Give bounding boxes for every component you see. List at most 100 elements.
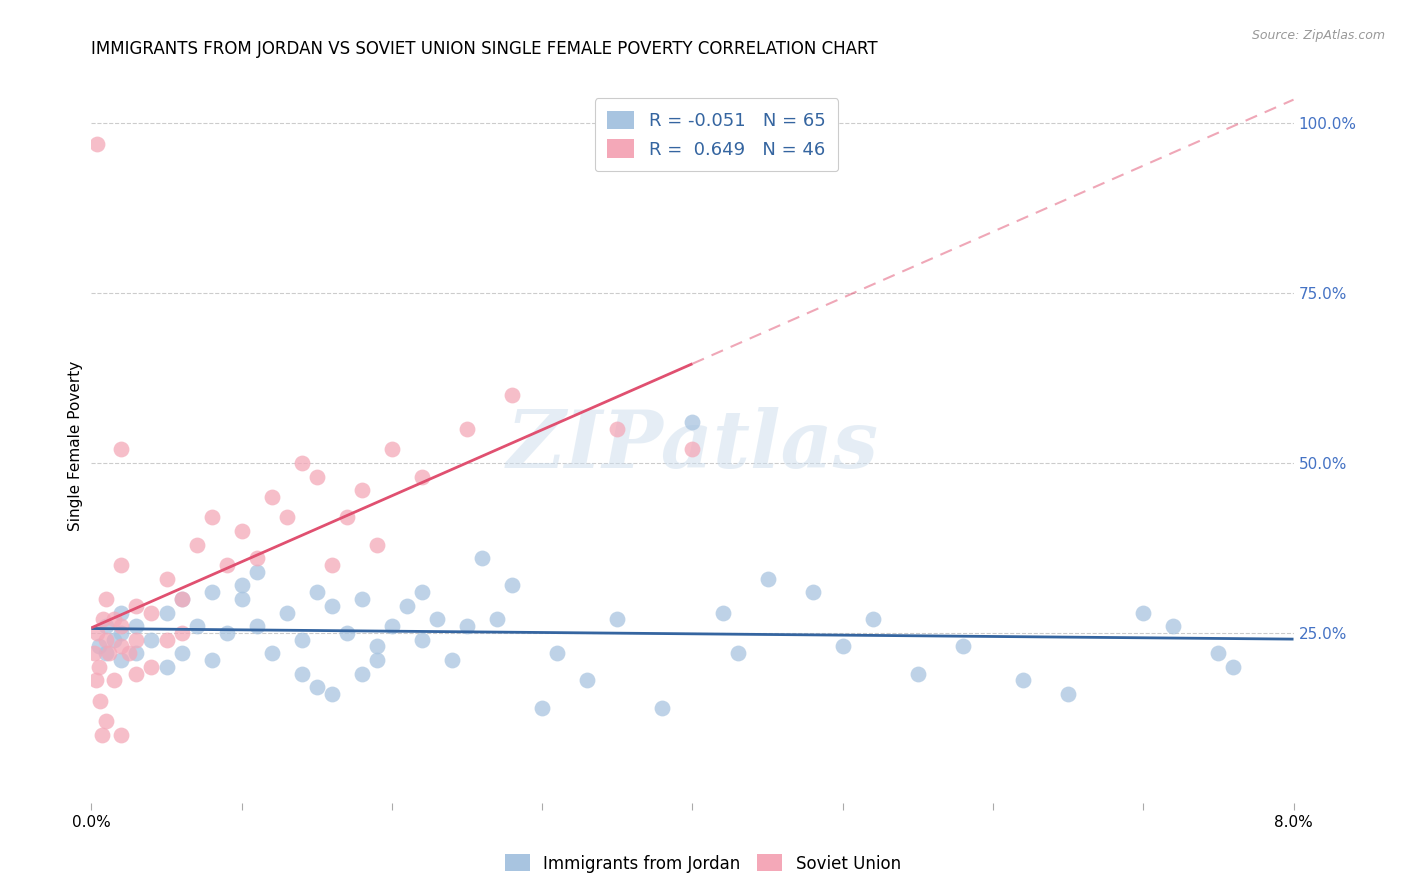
Point [96, 619, 118, 633]
Point [141, 606, 163, 620]
Point [426, 612, 449, 626]
Point [831, 640, 853, 654]
Point [155, 606, 177, 620]
Point [1222, 660, 1244, 674]
Point [103, 632, 125, 647]
Point [118, 646, 141, 660]
Point [501, 388, 523, 402]
Point [155, 632, 177, 647]
Point [110, 653, 132, 667]
Point [201, 653, 224, 667]
Text: IMMIGRANTS FROM JORDAN VS SOVIET UNION SINGLE FEMALE POVERTY CORRELATION CHART: IMMIGRANTS FROM JORDAN VS SOVIET UNION S… [91, 40, 877, 58]
Point [546, 646, 568, 660]
Point [350, 483, 373, 498]
Point [531, 700, 554, 714]
Point [411, 469, 433, 483]
Point [103, 612, 125, 626]
Point [86, 136, 108, 151]
Point [110, 728, 132, 742]
Point [486, 612, 509, 626]
Point [89, 694, 111, 708]
Point [215, 558, 238, 572]
Point [1208, 646, 1230, 660]
Text: Source: ZipAtlas.com: Source: ZipAtlas.com [1251, 29, 1385, 42]
Point [305, 469, 328, 483]
Point [681, 442, 703, 457]
Point [96, 591, 118, 606]
Point [381, 619, 404, 633]
Point [170, 591, 193, 606]
Point [110, 640, 132, 654]
Point [96, 714, 118, 729]
Point [86, 626, 108, 640]
Point [125, 646, 148, 660]
Point [711, 606, 734, 620]
Point [260, 490, 283, 504]
Point [321, 687, 343, 701]
Point [366, 640, 388, 654]
Text: ZIPatlas: ZIPatlas [506, 408, 879, 484]
Point [952, 640, 974, 654]
Point [141, 660, 163, 674]
Point [125, 599, 148, 613]
Point [231, 524, 253, 538]
Point [103, 673, 125, 688]
Point [87, 660, 110, 674]
Point [170, 626, 193, 640]
Point [246, 551, 269, 566]
Point [246, 565, 269, 579]
Point [336, 510, 359, 524]
Point [1132, 606, 1154, 620]
Point [110, 442, 132, 457]
Point [170, 646, 193, 660]
Point [96, 646, 118, 660]
Point [215, 626, 238, 640]
Point [471, 551, 494, 566]
Point [381, 442, 404, 457]
Point [907, 666, 929, 681]
Point [87, 640, 110, 654]
Point [366, 653, 388, 667]
Point [246, 619, 269, 633]
Point [501, 578, 523, 592]
Point [395, 599, 418, 613]
Point [411, 632, 433, 647]
Point [456, 422, 478, 436]
Point [350, 666, 373, 681]
Point [1012, 673, 1035, 688]
Point [98, 646, 121, 660]
Point [125, 632, 148, 647]
Point [155, 660, 177, 674]
Point [96, 632, 118, 647]
Point [276, 606, 298, 620]
Point [93, 612, 115, 626]
Legend: R = -0.051   N = 65, R =  0.649   N = 46: R = -0.051 N = 65, R = 0.649 N = 46 [595, 98, 838, 171]
Point [276, 510, 298, 524]
Point [336, 626, 359, 640]
Point [862, 612, 884, 626]
Point [651, 700, 673, 714]
Point [291, 456, 314, 470]
Point [291, 666, 314, 681]
Point [186, 537, 208, 551]
Point [1057, 687, 1080, 701]
Legend: Immigrants from Jordan, Soviet Union: Immigrants from Jordan, Soviet Union [499, 847, 907, 880]
Point [291, 632, 314, 647]
Point [231, 578, 253, 592]
Point [110, 606, 132, 620]
Point [606, 422, 628, 436]
Point [231, 591, 253, 606]
Point [186, 619, 208, 633]
Point [83, 646, 105, 660]
Point [756, 572, 779, 586]
Point [110, 619, 132, 633]
Point [90, 728, 112, 742]
Point [727, 646, 749, 660]
Point [366, 537, 388, 551]
Point [321, 599, 343, 613]
Point [84, 673, 107, 688]
Point [201, 585, 224, 599]
Point [1161, 619, 1184, 633]
Point [260, 646, 283, 660]
Point [321, 558, 343, 572]
